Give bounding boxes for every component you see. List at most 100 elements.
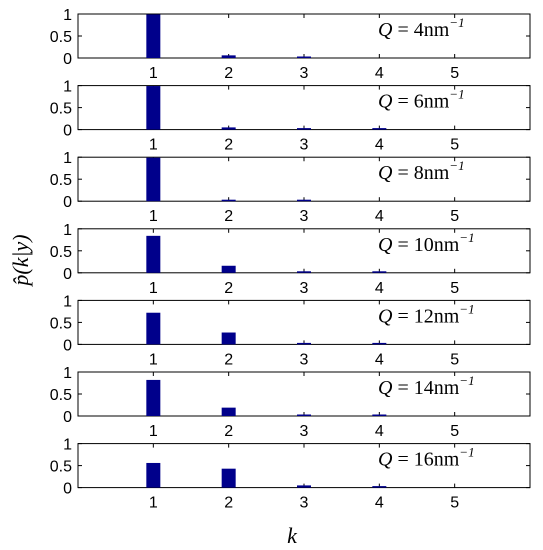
x-tick-label: 1 bbox=[149, 495, 158, 512]
annotation-exponent: −1 bbox=[449, 158, 464, 173]
x-tick-label: 4 bbox=[375, 351, 384, 368]
bar-k1 bbox=[146, 462, 161, 488]
x-tick-label: 5 bbox=[450, 280, 459, 297]
chart-panel-1: 0 0.5 1 1 2 3 4 5 Q = 4nm−1 bbox=[50, 7, 531, 82]
annotation-exponent: −1 bbox=[449, 15, 464, 30]
bar-k4 bbox=[372, 271, 387, 273]
y-tick-label: 0.5 bbox=[50, 172, 72, 189]
x-tick-label: 3 bbox=[300, 351, 309, 368]
annotation-q: Q bbox=[378, 234, 393, 256]
y-tick-label: 0 bbox=[63, 337, 72, 354]
y-tick-label: 1 bbox=[63, 150, 72, 167]
y-tick-label: 1 bbox=[63, 293, 72, 310]
chart-panel-5: 0 0.5 1 1 2 3 4 5 Q = 12nm−1 bbox=[50, 293, 531, 368]
bar-k2 bbox=[221, 55, 236, 58]
y-tick-label: 1 bbox=[63, 365, 72, 382]
annotation-value: = 6nm bbox=[392, 91, 449, 113]
x-axis-label: k bbox=[287, 523, 298, 548]
x-tick-label: 1 bbox=[149, 65, 158, 82]
bar-k2 bbox=[221, 265, 236, 273]
x-tick-label: 3 bbox=[300, 495, 309, 512]
annotation-q: Q bbox=[378, 19, 393, 41]
annotation-exponent: −1 bbox=[459, 301, 474, 316]
annotation-exponent: −1 bbox=[459, 373, 474, 388]
annotation-value: = 12nm bbox=[392, 305, 459, 327]
annotation-value: = 16nm bbox=[392, 449, 459, 471]
bar-k3 bbox=[297, 342, 311, 345]
bar-k2 bbox=[221, 127, 236, 130]
y-tick-label: 0.5 bbox=[50, 315, 72, 332]
x-tick-label: 4 bbox=[375, 423, 384, 440]
x-tick-label: 3 bbox=[300, 280, 309, 297]
annotation-value: = 14nm bbox=[392, 377, 459, 399]
bar-k4 bbox=[372, 128, 387, 130]
x-tick-label: 5 bbox=[450, 351, 459, 368]
chart-panels: 00.511 2 3 4 5Q = 4nm−100.511 2 3 4 5Q = 6nm−100… bbox=[50, 7, 531, 512]
bar-k4 bbox=[372, 486, 387, 488]
x-tick-label: 5 bbox=[450, 208, 459, 225]
x-tick-label: 2 bbox=[224, 137, 233, 154]
y-tick-label: 0 bbox=[63, 266, 72, 283]
y-tick-label: 1 bbox=[63, 79, 72, 96]
bar-k3 bbox=[297, 485, 311, 488]
bar-k3 bbox=[297, 56, 311, 58]
x-tick-label: 2 bbox=[224, 280, 233, 297]
y-tick-label: 1 bbox=[63, 222, 72, 239]
x-tick-label: 3 bbox=[300, 65, 309, 82]
x-tick-label: 1 bbox=[149, 137, 158, 154]
x-tick-label: 4 bbox=[375, 208, 384, 225]
panel-annotation: Q = 8nm−1 bbox=[378, 158, 465, 184]
bar-k2 bbox=[221, 468, 236, 488]
y-tick-label: 1 bbox=[63, 7, 72, 24]
y-tick-label: 0 bbox=[63, 51, 72, 68]
panel-annotation: Q = 12nm−1 bbox=[378, 301, 475, 327]
x-tick-label: 1 bbox=[149, 208, 158, 225]
bar-k1 bbox=[146, 312, 161, 345]
annotation-value: = 10nm bbox=[392, 234, 459, 256]
x-tick-label: 2 bbox=[224, 208, 233, 225]
x-tick-label: 5 bbox=[450, 423, 459, 440]
y-tick-label: 1 bbox=[63, 437, 72, 454]
x-tick-label: 2 bbox=[224, 423, 233, 440]
panel-annotation: Q = 16nm−1 bbox=[378, 445, 475, 471]
y-tick-label: 0 bbox=[63, 409, 72, 426]
panel-annotation: Q = 6nm−1 bbox=[378, 87, 465, 113]
y-tick-label: 0.5 bbox=[50, 244, 72, 261]
bar-k1 bbox=[146, 379, 161, 416]
x-tick-label: 1 bbox=[149, 351, 158, 368]
y-tick-label: 0.5 bbox=[50, 101, 72, 118]
panel-annotation: Q = 10nm−1 bbox=[378, 230, 475, 256]
y-tick-label: 0.5 bbox=[50, 29, 72, 46]
x-tick-label: 2 bbox=[224, 65, 233, 82]
x-tick-label: 5 bbox=[450, 65, 459, 82]
x-tick-label: 3 bbox=[300, 208, 309, 225]
annotation-exponent: −1 bbox=[459, 445, 474, 460]
x-tick-label: 4 bbox=[375, 280, 384, 297]
x-tick-label: 4 bbox=[375, 65, 384, 82]
bar-k2 bbox=[221, 199, 236, 202]
bar-k4 bbox=[372, 414, 387, 416]
y-tick-label: 0 bbox=[63, 194, 72, 211]
annotation-q: Q bbox=[378, 377, 393, 399]
bar-k3 bbox=[297, 271, 311, 273]
panel-annotation: Q = 4nm−1 bbox=[378, 15, 465, 41]
chart-panel-4: 0 0.5 1 1 2 3 4 5 Q = 10nm−1 bbox=[50, 222, 531, 297]
annotation-exponent: −1 bbox=[459, 230, 474, 245]
x-tick-label: 5 bbox=[450, 495, 459, 512]
chart-panel-6: 0 0.5 1 1 2 3 4 5 Q = 14nm−1 bbox=[50, 365, 531, 440]
annotation-q: Q bbox=[378, 91, 393, 113]
y-tick-label: 0.5 bbox=[50, 387, 72, 404]
y-tick-label: 0 bbox=[63, 123, 72, 140]
bar-k3 bbox=[297, 199, 311, 202]
y-tick-label: 0.5 bbox=[50, 459, 72, 476]
x-tick-label: 2 bbox=[224, 495, 233, 512]
bar-k1 bbox=[146, 235, 161, 273]
annotation-value: = 8nm bbox=[392, 162, 449, 184]
chart-panel-3: 0 0.5 1 1 2 3 4 5 Q = 8nm−1 bbox=[50, 150, 531, 225]
annotation-q: Q bbox=[378, 162, 393, 184]
x-tick-label: 1 bbox=[149, 423, 158, 440]
annotation-value: = 4nm bbox=[392, 19, 449, 41]
bar-k1 bbox=[146, 86, 161, 130]
x-tick-label: 4 bbox=[375, 137, 384, 154]
